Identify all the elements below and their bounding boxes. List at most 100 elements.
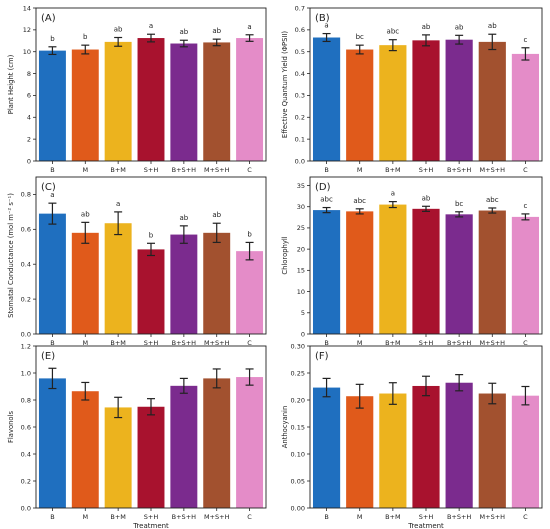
panel-c-bar-5 [203, 232, 231, 334]
panel-b-ytick-label-7: 0.7 [295, 4, 305, 12]
panel-a-bar-5 [203, 42, 231, 161]
panel-f-bar-0 [312, 387, 341, 508]
panel-c-frame [35, 176, 267, 335]
panel-d-ytick-label-3: 15 [297, 267, 305, 275]
panel-a-label: (A) [41, 13, 56, 24]
panel-a-bar-4 [170, 43, 198, 162]
panel-c-xtick-label-5: M+S+H [204, 339, 230, 347]
panel-a-ytick-label-0: 0 [27, 157, 31, 165]
panel-b-ytick-label-6: 0.6 [295, 26, 305, 34]
panel-c-xtick-label-6: C [247, 339, 252, 347]
panel-a-letter-6: a [247, 23, 251, 31]
panel-f-bar-6 [511, 395, 540, 508]
panel-a-xtick-label-5: M+S+H [204, 166, 230, 174]
panel-f-xlabel: Treatment [407, 522, 444, 529]
panel-d-xtick-label-1: M [357, 339, 363, 347]
panel-b-letter-1: bc [356, 33, 364, 41]
panel-e-xtick-label-6: C [247, 513, 252, 521]
panel-e-xtick-label-0: B [50, 513, 54, 521]
panel-a-bar-0 [38, 50, 66, 161]
panel-c-ylabel: Stomatal Conductance (mol m⁻² s⁻¹) [7, 193, 15, 318]
panel-b-letter-5: ab [488, 22, 497, 30]
panel-d-xtick-label-5: M+S+H [480, 339, 506, 347]
panel-b-label: (B) [315, 13, 330, 24]
panel-d-letter-5: abc [486, 196, 499, 204]
panel-c-xtick-label-3: S+H [144, 339, 159, 347]
panel-c-letter-2: a [116, 200, 120, 208]
panel-b-bar-6 [511, 53, 540, 161]
panel-e-ytick-label-3: 0.6 [21, 423, 31, 431]
panel-c-bar-3 [137, 249, 165, 334]
panel-f-bar-4 [445, 382, 473, 508]
panel-d-ylabel: Chlorophyll [281, 236, 289, 274]
panel-a-ytick-label-4: 8 [27, 70, 31, 78]
panel-f-ytick-label-1: 0.05 [291, 477, 305, 485]
panel-a-letter-3: a [149, 22, 153, 30]
panel-e-ytick-label-1: 0.2 [21, 477, 31, 485]
panel-a-xtick-label-0: B [50, 166, 54, 174]
panel-b-bar-5 [478, 41, 506, 161]
panel-e-bar-3 [137, 406, 165, 508]
panel-d-xtick-label-2: B+M [385, 339, 401, 347]
panel-f-label: (F) [315, 351, 329, 362]
panel-e-bar-2 [104, 407, 132, 508]
panel-c-letter-0: a [50, 191, 54, 199]
panel-b-bar-3 [412, 40, 440, 161]
panel-e-xtick-label-4: B+S+H [172, 513, 196, 521]
panel-e-ylabel: Flavonols [7, 411, 15, 443]
panel-b-bar-4 [445, 39, 473, 161]
panel-e-ytick-label-4: 0.8 [21, 396, 31, 404]
panel-a-ytick-label-7: 14 [23, 4, 31, 12]
panel-e-xtick-label-2: B+M [110, 513, 126, 521]
panel-a-xtick-label-3: S+H [144, 166, 159, 174]
panel-c-ytick-label-0: 0.0 [21, 330, 31, 338]
panel-a-frame [35, 7, 267, 162]
panel-f-xtick-label-0: B [324, 513, 328, 521]
panel-a-xtick-label-2: B+M [110, 166, 126, 174]
panel-b-xtick-label-4: B+S+H [447, 166, 471, 174]
panel-d-bar-3 [412, 208, 440, 334]
panel-d-bar-1 [346, 211, 374, 334]
panel-d-ytick-label-7: 35 [297, 182, 305, 190]
panel-d-letter-0: abc [320, 196, 333, 204]
panel-f-ytick-label-4: 0.20 [291, 396, 305, 404]
panel-b-xtick-label-6: C [523, 166, 528, 174]
panel-c-letter-1: ab [81, 210, 90, 218]
panel-c-ytick-label-4: 0.8 [21, 191, 31, 199]
panel-d-letter-1: abc [353, 197, 366, 205]
panel-a-letter-0: b [50, 35, 55, 43]
panel-a-bar-1 [71, 49, 99, 161]
panel-f-xtick-label-4: B+S+H [447, 513, 471, 521]
panel-b-ytick-label-5: 0.5 [295, 48, 305, 56]
panel-d-xtick-label-0: B [324, 339, 328, 347]
panel-b-ytick-label-4: 0.4 [295, 70, 305, 78]
panel-b-ylabel: Effective Quantum Yield (ΦPSII) [281, 31, 289, 138]
panel-f-xtick-label-2: B+M [385, 513, 401, 521]
panel-c-letter-4: ab [179, 214, 188, 222]
panel-b-letter-6: c [523, 36, 527, 44]
panel-d-xtick-label-4: B+S+H [447, 339, 471, 347]
panel-a-ylabel: Plant Height (cm) [7, 54, 15, 114]
panel-b-letter-2: abc [387, 28, 400, 36]
panel-b-xtick-label-1: M [357, 166, 363, 174]
panel-c-xtick-label-4: B+S+H [172, 339, 196, 347]
panel-e-ytick-label-2: 0.4 [21, 450, 31, 458]
panel-d-ytick-label-0: 0 [301, 330, 305, 338]
panel-f-ytick-label-5: 0.25 [291, 369, 305, 377]
panel-d-ytick-label-6: 30 [297, 203, 305, 211]
panel-d-letter-6: c [523, 202, 527, 210]
panel-e-xlabel: Treatment [132, 522, 169, 529]
panel-d-letter-3: ab [422, 194, 431, 202]
panel-e-ytick-label-5: 1.0 [21, 369, 31, 377]
panel-c-xtick-label-1: M [82, 339, 88, 347]
panel-e-frame [35, 345, 267, 509]
panel-c-bar-0 [38, 213, 66, 334]
panel-d-xtick-label-6: C [523, 339, 528, 347]
panel-b-ytick-label-2: 0.2 [295, 114, 305, 122]
panel-d-xtick-label-3: S+H [419, 339, 434, 347]
panel-c-xtick-label-2: B+M [110, 339, 126, 347]
panel-d-bar-0 [312, 210, 341, 334]
panel-d-label: (D) [315, 182, 331, 193]
panel-d-frame [309, 176, 543, 335]
panel-b-xtick-label-2: B+M [385, 166, 401, 174]
